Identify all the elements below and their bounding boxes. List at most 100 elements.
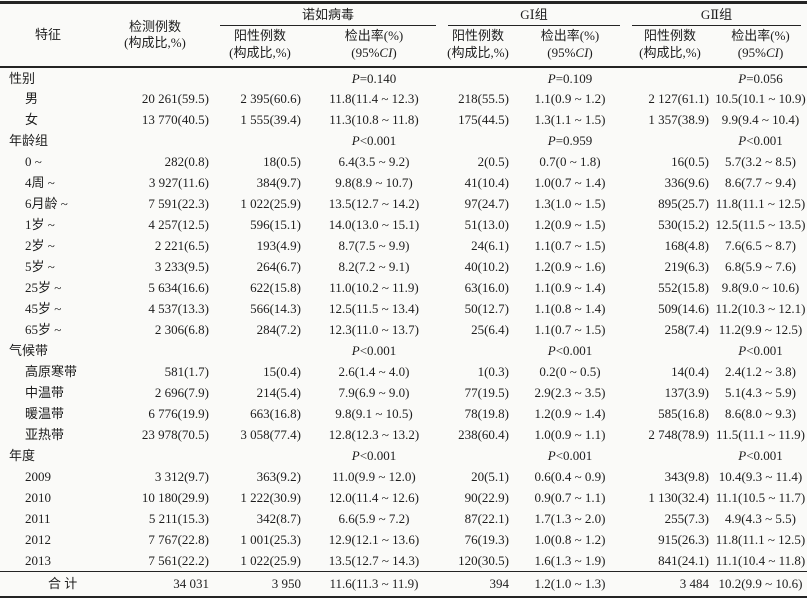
cell-g2-rate: 11.2(10.3 ~ 12.1) — [715, 301, 806, 317]
header-line: 检出率(%) — [731, 28, 790, 44]
item-row: 1岁 ~ 4 257(12.5) 596(15.1) 14.0(13.0 ~ 15.1… — [0, 214, 807, 235]
subheader-row: 阳性例数 (构成比,%) 检出率(%) (95%CI) 阳性例数 (构成比,%)… — [0, 26, 807, 67]
category-row: 气候带 P<0.001 P<0.001 P<0.001 — [0, 340, 807, 361]
row-label: 25岁 ~ — [25, 280, 62, 296]
cell-noro-rate: 11.8(11.4 ~ 12.3) — [329, 91, 419, 107]
header-line: (构成比,%) — [229, 45, 291, 61]
group-header-norovirus: 诺如病毒 — [214, 3, 442, 27]
row-label: 6月龄 ~ — [25, 196, 68, 212]
cell-g1-positive — [442, 66, 515, 89]
cell-g1-positive: 50(12.7) — [464, 301, 510, 317]
cell-g2-rate: 10.4(9.3 ~ 11.4) — [718, 469, 803, 485]
ci-post: ) — [392, 45, 397, 61]
ci-pre: (95% — [351, 45, 380, 61]
cell-g2-positive: 585(16.8) — [658, 406, 710, 422]
item-row: 45岁 ~ 4 537(13.3) 566(14.3) 12.5(11.5 ~ 13.… — [0, 298, 807, 319]
header-line: 检出率(%) — [540, 28, 600, 44]
cell-g2-rate: 10.5(10.1 ~ 10.9) — [715, 91, 806, 107]
cell-g2-positive: 16(0.5) — [671, 154, 710, 170]
row-label: 0 ~ — [25, 154, 42, 170]
cell-g2-rate: 11.1(10.4 ~ 11.8) — [715, 552, 806, 568]
item-row: 男 20 261(59.5) 2 395(60.6) 11.8(11.4 ~ 12.3… — [0, 88, 807, 109]
cell-g1-rate: 1.1(0.9 ~ 1.2) — [534, 91, 606, 107]
cell-g1-positive: 175(44.5) — [458, 112, 510, 128]
cell-g2-rate: 2.4(1.2 ~ 3.8) — [725, 364, 796, 380]
ci-italic: CI — [765, 45, 779, 61]
cell-noro-rate: 7.9(6.9 ~ 9.0) — [338, 385, 410, 401]
row-label: 中温带 — [25, 385, 65, 401]
cell-g1-rate: 1.0(0.7 ~ 1.4) — [534, 175, 606, 191]
cell-g2-rate: 6.8(5.9 ~ 7.6) — [725, 259, 796, 275]
cell-g2-positive: 895(25.7) — [658, 196, 710, 212]
row-label: 男 — [25, 91, 39, 107]
cell-noro-positive: 663(16.8) — [250, 406, 301, 422]
cell-noro-positive: 1 555(39.4) — [240, 112, 301, 128]
cell-noro-rate: 6.4(3.5 ~ 9.2) — [338, 154, 410, 170]
item-row: 高原寒带 581(1.7) 15(0.4) 2.6(1.4 ~ 4.0) 1(0.3) 0… — [0, 361, 807, 382]
category-row: 性别 P=0.140 P=0.109 P=0.056 — [0, 66, 807, 89]
cell-g2-rate: 5.1(4.3 ~ 5.9) — [725, 385, 796, 401]
row-label: 45岁 ~ — [25, 301, 62, 317]
cell-g1-positive: 218(55.5) — [458, 91, 510, 107]
cell-g1-rate: 2.9(2.3 ~ 3.5) — [534, 385, 606, 401]
cell-g1-positive — [442, 445, 514, 466]
cell-tested — [96, 340, 214, 361]
cell-g2-rate: P<0.001 — [714, 130, 807, 151]
subheader-g2-rate: 检出率(%) (95%CI) — [714, 26, 807, 67]
header-line: (95%CI) — [714, 45, 807, 62]
cell-noro-positive: 264(6.7) — [256, 259, 301, 275]
cell-g1-rate: 1.2(0.9 ~ 1.5) — [534, 217, 606, 233]
cell-g2-positive: 1 130(32.4) — [648, 490, 710, 506]
cell-noro-positive: 193(4.9) — [256, 238, 301, 254]
p-value-text: <0.001 — [359, 133, 397, 149]
cell-tested: 6 776(19.9) — [148, 406, 209, 422]
header-line: (95%CI) — [514, 45, 626, 62]
cell-g2-rate: 8.6(7.7 ~ 9.4) — [725, 175, 796, 191]
row-label: 高原寒带 — [25, 364, 78, 380]
cell-g1-rate: 1.1(0.7 ~ 1.5) — [534, 238, 606, 254]
cell-g2-positive — [626, 445, 714, 466]
row-label: 4周 ~ — [25, 175, 55, 191]
p-value-text: <0.001 — [359, 343, 397, 359]
cell-g1-positive: 41(10.4) — [464, 175, 510, 191]
cell-g1-positive: 77(19.5) — [464, 385, 510, 401]
subheader-g2-positive: 阳性例数 (构成比,%) — [626, 26, 714, 67]
cell-noro-rate: P<0.001 — [306, 340, 442, 361]
cell-g2-rate: 12.5(11.5 ~ 13.5) — [715, 217, 806, 233]
cell-g2-rate: 7.6(6.5 ~ 8.7) — [725, 238, 796, 254]
cell-noro-positive: 284(7.2) — [256, 322, 301, 338]
cell-noro-rate: 8.2(7.2 ~ 9.1) — [338, 259, 410, 275]
cell-g1-positive: 90(22.9) — [464, 490, 510, 506]
cell-g2-rate: 5.7(3.2 ~ 8.5) — [725, 154, 796, 170]
cell-noro-positive — [214, 66, 306, 89]
cell-g1-rate: P=0.959 — [514, 130, 626, 151]
p-value-text: <0.001 — [359, 448, 397, 464]
cell-tested: 23 978(70.5) — [141, 427, 209, 443]
cell-g2-rate: 8.6(8.0 ~ 9.3) — [725, 406, 796, 422]
cell-noro-positive — [214, 445, 306, 466]
cell-noro-rate: 13.5(12.7 ~ 14.2) — [328, 196, 420, 212]
cell-g1-rate: 0.9(0.7 ~ 1.1) — [534, 490, 606, 506]
row-label: 65岁 ~ — [25, 322, 62, 338]
p-symbol: P — [351, 343, 360, 359]
cell-g2-rate: P=0.056 — [714, 66, 807, 89]
group-label: GⅠ组 — [448, 4, 621, 27]
group-label: GⅡ组 — [632, 4, 802, 27]
cell-g1-rate: 1.1(0.9 ~ 1.4) — [534, 280, 606, 296]
item-row: 6月龄 ~ 7 591(22.3) 1 022(25.9) 13.5(12.7 ~ 1… — [0, 193, 807, 214]
cell-noro-rate: P<0.001 — [306, 130, 442, 151]
header-line: (构成比,%) — [447, 45, 509, 61]
cell-g1-rate: 1.1(0.7 ~ 1.5) — [534, 322, 606, 338]
category-row: 年度 P<0.001 P<0.001 P<0.001 — [0, 445, 807, 466]
cell-tested: 20 261(59.5) — [141, 91, 209, 107]
cell-g2-rate: 4.9(4.3 ~ 5.5) — [725, 511, 796, 527]
p-symbol: P — [738, 343, 747, 359]
cell-g1-positive: 394 — [442, 570, 515, 598]
cell-g2-positive — [626, 66, 715, 89]
cell-noro-rate: 12.8(12.3 ~ 13.2) — [328, 427, 420, 443]
cell-g1-positive: 97(24.7) — [464, 196, 510, 212]
row-label: 女 — [25, 112, 39, 128]
cell-g1-positive: 20(5.1) — [471, 469, 510, 485]
category-row: 年龄组 P<0.001 P=0.959 P<0.001 — [0, 130, 807, 151]
